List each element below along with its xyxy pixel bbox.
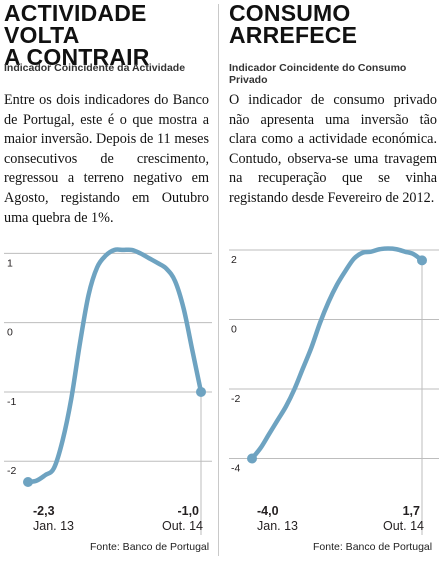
activity-ytick-label: -2 bbox=[7, 465, 16, 477]
activity-start-value-label: -2,3 bbox=[33, 504, 55, 518]
right-subtitle: Indicador Coincidente do Consumo Privado bbox=[229, 62, 407, 86]
right-body-text: O indicador de consumo privado não apres… bbox=[229, 92, 437, 206]
right-article: CONSUMO ARREFECE Indicador Coincidente d… bbox=[225, 0, 445, 561]
activity-start-point bbox=[23, 477, 33, 487]
column-divider bbox=[218, 4, 219, 556]
left-title-line2: A CONTRAIR bbox=[4, 44, 150, 70]
consumption-ytick-label: -2 bbox=[231, 393, 240, 405]
left-source: Fonte: Banco de Portugal bbox=[90, 541, 210, 553]
left-title-line1: ACTIVIDADE VOLTA bbox=[4, 0, 147, 48]
consumption-start-value-label: -4,0 bbox=[257, 504, 279, 518]
left-article: ACTIVIDADE VOLTA A CONTRAIR Indicador Co… bbox=[0, 0, 214, 561]
activity-ytick-label: -1 bbox=[7, 396, 16, 408]
right-title-line1: CONSUMO bbox=[229, 0, 351, 26]
consumption-end-point bbox=[417, 255, 427, 266]
right-source: Fonte: Banco de Portugal bbox=[313, 541, 433, 553]
activity-start-period-label: Jan. 13 bbox=[33, 519, 74, 533]
activity-series-line bbox=[25, 247, 204, 485]
right-title-line2: ARREFECE bbox=[229, 22, 358, 48]
left-subtitle: Indicador Coincidente da Actividade bbox=[4, 62, 186, 74]
left-title: ACTIVIDADE VOLTA A CONTRAIR bbox=[4, 0, 214, 70]
consumption-start-point bbox=[247, 453, 257, 464]
consumption-end-period-label: Out. 14 bbox=[383, 519, 424, 533]
consumption-end-value-label: 1,7 bbox=[403, 504, 420, 518]
consumption-series-line bbox=[249, 246, 425, 461]
activity-end-point bbox=[196, 386, 206, 397]
activity-end-period-label: Out. 14 bbox=[162, 519, 203, 533]
activity-ytick-label: 1 bbox=[7, 257, 13, 269]
consumption-ytick-label: 0 bbox=[231, 323, 237, 335]
consumption-ytick-label: 2 bbox=[231, 254, 237, 266]
activity-end-value-label: -1,0 bbox=[177, 504, 199, 518]
consumption-start-period-label: Jan. 13 bbox=[257, 519, 298, 533]
consumption-ytick-label: -4 bbox=[231, 463, 240, 475]
activity-ytick-label: 0 bbox=[7, 327, 13, 339]
left-body-text: Entre os dois indicadores do Banco de Po… bbox=[4, 92, 209, 226]
right-title: CONSUMO ARREFECE bbox=[229, 0, 358, 48]
